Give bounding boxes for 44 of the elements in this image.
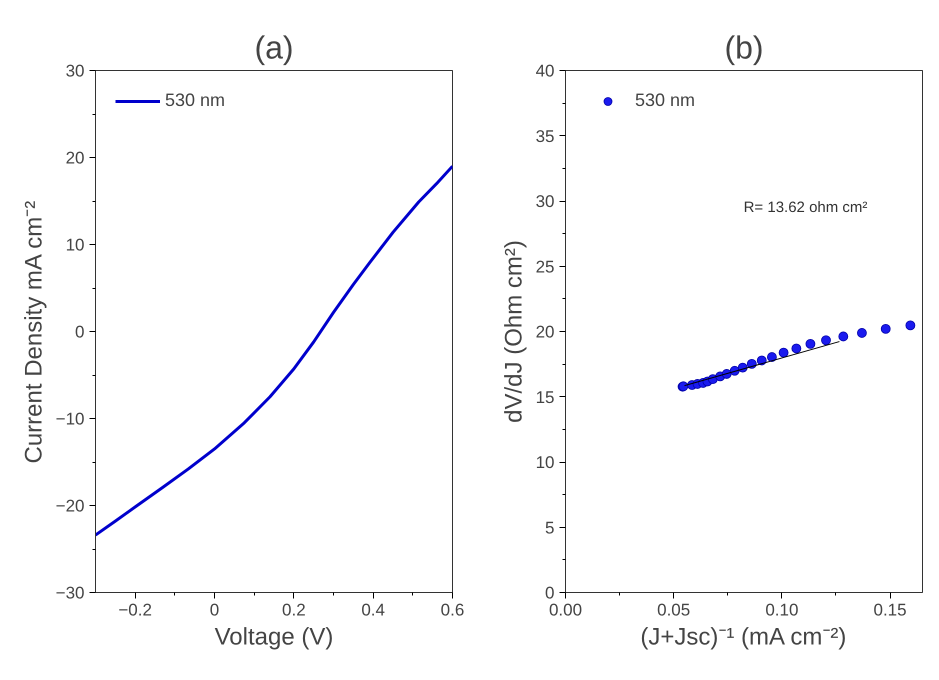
chart-title: (a) [254,30,294,66]
y-tick-label: 30 [536,192,555,211]
y-tick-label: 30 [66,62,85,80]
y-tick-label: 0 [75,322,85,342]
chart-title: (b) [724,30,764,66]
point [838,332,848,342]
x-axis-title: Voltage (V) [214,624,334,650]
y-tick-label: 25 [536,257,555,276]
x-tick-label: 0.4 [361,600,385,620]
line-series [96,164,452,537]
x-tick-label: 0.15 [874,600,907,620]
y-axis-title: dV/dJ (Ohm cm²) [500,240,528,423]
y-tick-label: 15 [536,388,555,407]
x-axis-title: (J+Jsc)⁻¹ (mA cm⁻²) [640,624,846,650]
point [857,328,867,338]
legend-label: 530 nm [165,90,226,111]
y-tick-label: 0 [545,584,555,602]
point [778,348,788,358]
x-tick-label: 0 [210,600,220,620]
y-tick-label: 35 [536,126,555,146]
y-tick-label: −30 [56,584,85,602]
y-tick-label: −20 [56,496,85,516]
x-tick-label: 0.10 [765,600,798,620]
x-tick-label: 0.05 [657,600,690,620]
y-tick-label: 20 [66,148,85,168]
y-tick-label: 10 [66,236,85,254]
x-tick-label: −0.2 [118,600,152,620]
point [880,324,891,334]
annotation: R= 13.62 ohm cm² [744,199,868,216]
x-tick-label: 0.6 [440,600,464,620]
y-tick-label: 20 [536,322,555,342]
point [905,320,916,330]
x-tick-label: 0.00 [548,600,582,620]
y-tick-label: −10 [56,410,85,428]
y-tick-label: 10 [536,453,555,472]
legend-label: 530 nm [635,90,696,111]
x-tick-label: 0.2 [282,600,306,620]
point [791,344,802,354]
y-tick-label: 5 [545,518,555,538]
y-axis-title: Current Density mA cm⁻² [20,200,48,464]
point [821,335,831,346]
point [806,339,816,349]
y-tick-label: 40 [536,62,555,80]
point [767,352,777,362]
